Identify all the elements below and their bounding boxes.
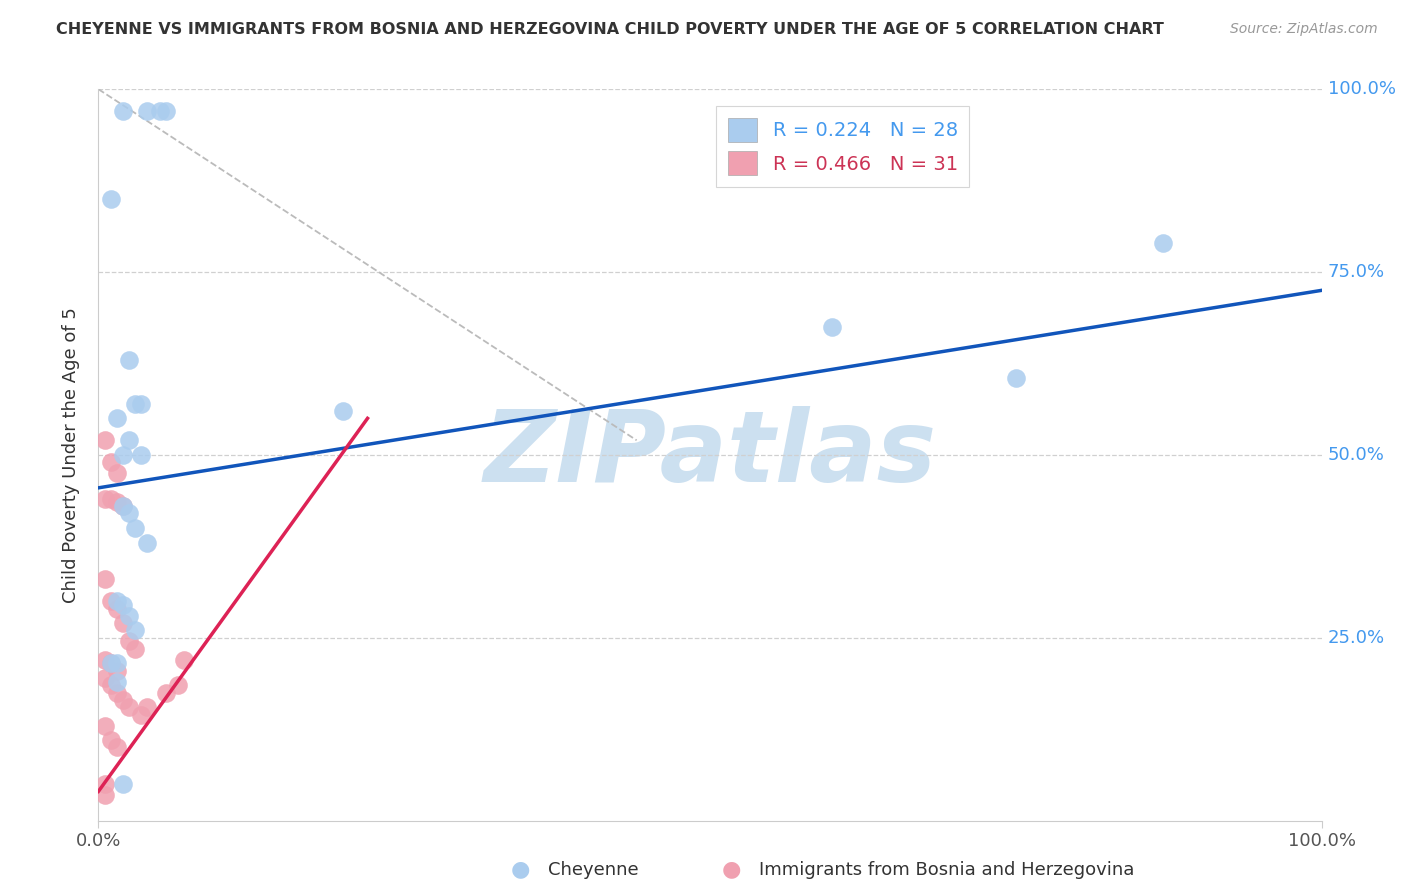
Point [124, 624, 146, 638]
Point [105, 411, 128, 425]
Point [129, 707, 152, 722]
Point [93, 671, 115, 685]
Text: 50.0%: 50.0% [1327, 446, 1385, 464]
Point [100, 455, 122, 469]
Point [136, 535, 159, 549]
Point [118, 700, 141, 714]
Point [111, 499, 134, 513]
Text: Source: ZipAtlas.com: Source: ZipAtlas.com [1230, 22, 1378, 37]
Point [118, 352, 141, 367]
Y-axis label: Child Poverty Under the Age of 5: Child Poverty Under the Age of 5 [62, 307, 80, 603]
Point [105, 674, 128, 689]
Point [118, 434, 141, 448]
Point [100, 594, 122, 608]
Point [105, 466, 128, 480]
Point [149, 104, 172, 119]
Point [129, 397, 152, 411]
Text: Cheyenne: Cheyenne [548, 861, 638, 879]
Point [93, 653, 115, 667]
Point [93, 572, 115, 586]
Point [105, 594, 128, 608]
Point [155, 104, 177, 119]
Point [111, 598, 134, 612]
Point [136, 104, 159, 119]
Point [124, 521, 146, 535]
Point [173, 653, 195, 667]
Point [93, 718, 115, 732]
Point [124, 641, 146, 656]
Point [129, 448, 152, 462]
Text: 75.0%: 75.0% [1327, 263, 1385, 281]
Point [105, 601, 128, 615]
Point [111, 616, 134, 631]
Point [136, 700, 159, 714]
Point [100, 192, 122, 206]
Point [1152, 235, 1174, 250]
Legend: R = 0.224   N = 28, R = 0.466   N = 31: R = 0.224 N = 28, R = 0.466 N = 31 [716, 106, 969, 186]
Point [105, 664, 128, 678]
Point [118, 608, 141, 623]
Point [100, 657, 122, 671]
Point [93, 788, 115, 802]
Point [93, 777, 115, 791]
Text: ●: ● [510, 860, 530, 880]
Point [821, 320, 844, 334]
Point [100, 491, 122, 506]
Point [105, 686, 128, 700]
Point [105, 495, 128, 509]
Text: 100.0%: 100.0% [1327, 80, 1396, 98]
Point [93, 491, 115, 506]
Point [105, 740, 128, 755]
Point [100, 733, 122, 747]
Text: ●: ● [721, 860, 741, 880]
Text: Immigrants from Bosnia and Herzegovina: Immigrants from Bosnia and Herzegovina [759, 861, 1135, 879]
Point [118, 507, 141, 521]
Point [105, 657, 128, 671]
Text: 25.0%: 25.0% [1327, 629, 1385, 647]
Point [100, 657, 122, 671]
Point [332, 404, 354, 418]
Point [111, 499, 134, 513]
Point [111, 693, 134, 707]
Point [167, 678, 190, 692]
Text: CHEYENNE VS IMMIGRANTS FROM BOSNIA AND HERZEGOVINA CHILD POVERTY UNDER THE AGE O: CHEYENNE VS IMMIGRANTS FROM BOSNIA AND H… [56, 22, 1164, 37]
Point [93, 434, 115, 448]
Text: ZIPatlas: ZIPatlas [484, 407, 936, 503]
Point [1004, 371, 1026, 385]
Point [111, 448, 134, 462]
Point [118, 634, 141, 648]
Point [155, 686, 177, 700]
Point [124, 397, 146, 411]
Point [111, 777, 134, 791]
Point [111, 104, 134, 119]
Point [100, 678, 122, 692]
